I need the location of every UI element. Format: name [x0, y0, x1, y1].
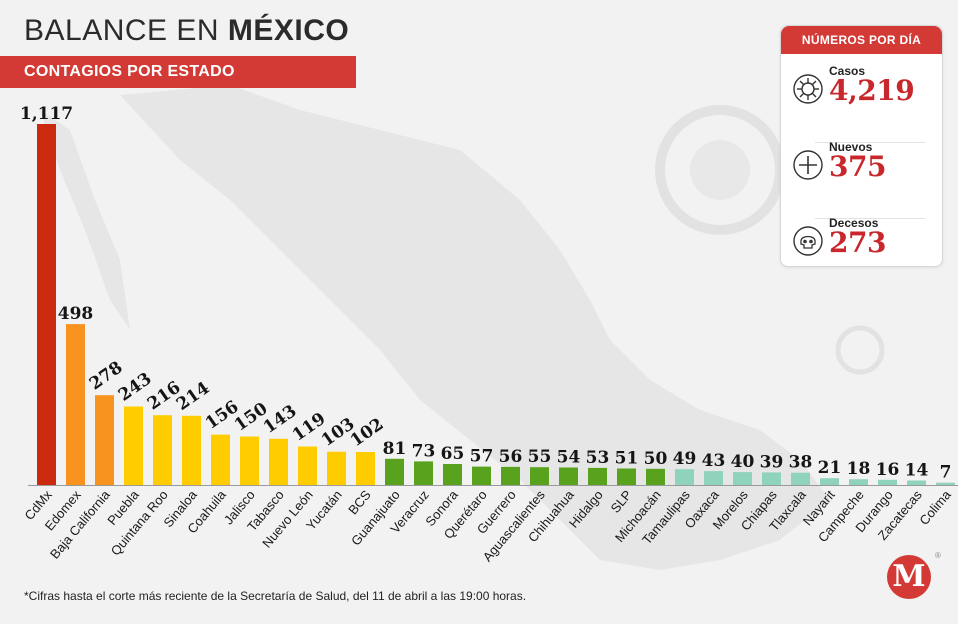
bar-4	[153, 415, 172, 485]
bar-29	[878, 479, 897, 485]
skull-icon	[793, 226, 823, 256]
milenio-logo: M	[887, 555, 931, 599]
bar-31	[936, 482, 955, 485]
value-label: 56	[499, 447, 523, 467]
category-label: Colima	[916, 487, 954, 528]
subtitle-bar: CONTAGIOS POR ESTADO	[0, 56, 356, 88]
stat-nuevos: Nuevos 375	[791, 136, 932, 206]
bar-17	[530, 467, 549, 485]
bar-28	[849, 479, 868, 485]
bar-5	[182, 415, 201, 485]
bar-20	[617, 468, 636, 485]
bar-13	[414, 461, 433, 485]
daily-numbers-panel: NÚMEROS POR DÍA Casos 4,219 Nuevos 375	[780, 25, 943, 267]
bar-11	[356, 452, 375, 485]
value-label: 214	[173, 378, 214, 415]
bar-2	[95, 395, 114, 485]
bar-19	[588, 467, 607, 485]
value-label: 55	[528, 447, 552, 467]
plus-circle-icon	[793, 150, 823, 180]
logo-registered-mark: ®	[935, 551, 941, 560]
value-label: 38	[789, 453, 813, 473]
value-label: 51	[615, 449, 639, 469]
stat-value: 4,219	[829, 74, 915, 107]
value-label: 81	[383, 439, 407, 459]
bar-26	[791, 472, 810, 485]
page-subtitle: CONTAGIOS POR ESTADO	[24, 63, 235, 80]
bar-24	[733, 472, 752, 485]
bar-21	[646, 468, 665, 485]
stat-value: 375	[829, 150, 886, 183]
bar-27	[820, 478, 839, 485]
bar-10	[327, 451, 346, 485]
divider	[815, 218, 925, 219]
value-label: 65	[441, 444, 465, 464]
value-label: 16	[876, 460, 900, 480]
bar-3	[124, 406, 143, 485]
panel-title: NÚMEROS POR DÍA	[781, 26, 942, 54]
bar-25	[762, 472, 781, 485]
category-label: SLP	[608, 487, 635, 515]
stat-label: Nuevos	[829, 140, 873, 154]
value-label: 18	[847, 459, 871, 479]
bar-18	[559, 467, 578, 485]
bar-0	[37, 124, 56, 485]
footnote: *Cifras hasta el corte más reciente de l…	[24, 589, 527, 603]
value-label: 7	[940, 463, 952, 483]
stat-value: 273	[829, 226, 886, 259]
value-label: 14	[905, 461, 929, 481]
bar-15	[472, 466, 491, 485]
value-label: 498	[58, 304, 94, 324]
page-title: BALANCE EN MÉXICO	[24, 14, 350, 47]
stat-decesos: Decesos 273	[791, 212, 932, 282]
value-label: 1,117	[20, 104, 73, 124]
value-label: 102	[347, 414, 388, 451]
value-label: 57	[470, 447, 494, 467]
value-label: 54	[557, 448, 581, 468]
stat-casos: Casos 4,219	[791, 60, 932, 130]
bar-6	[211, 434, 230, 485]
bar-22	[675, 469, 694, 485]
bar-14	[443, 464, 462, 485]
divider	[815, 142, 925, 143]
bar-12	[385, 458, 404, 485]
bar-16	[501, 466, 520, 485]
logo-letter: M	[892, 559, 926, 594]
stat-label: Casos	[829, 64, 866, 78]
bar-7	[240, 436, 259, 485]
bar-23	[704, 471, 723, 485]
value-label: 40	[731, 452, 755, 472]
stat-label: Decesos	[829, 216, 879, 230]
value-label: 49	[673, 449, 697, 469]
bar-8	[269, 438, 288, 485]
virus-icon	[793, 74, 823, 104]
value-label: 43	[702, 451, 726, 471]
value-label: 39	[760, 452, 784, 472]
bar-30	[907, 480, 926, 485]
bar-1	[66, 324, 85, 485]
value-label: 21	[818, 458, 842, 478]
value-label: 73	[412, 441, 436, 461]
bar-9	[298, 446, 317, 485]
value-label: 53	[586, 448, 610, 468]
value-label: 50	[644, 449, 668, 469]
